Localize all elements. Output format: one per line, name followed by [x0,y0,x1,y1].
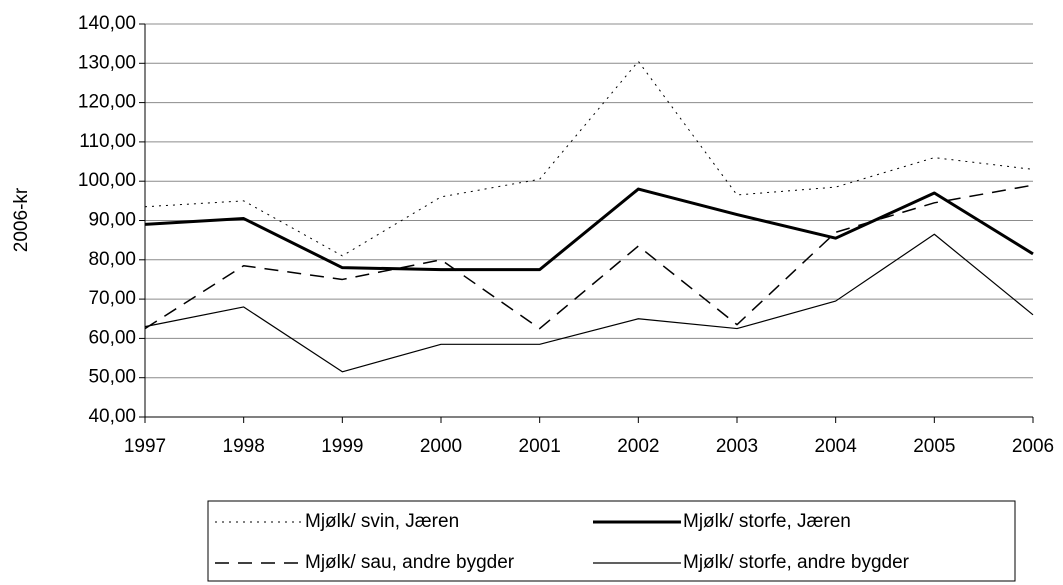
x-tick-label: 2004 [815,436,858,457]
legend-label: Mjølk/ storfe, Jæren [683,511,851,532]
y-tick-label: 90,00 [88,210,136,231]
x-tick-label: 1998 [223,436,265,457]
y-tick-label: 40,00 [88,406,136,427]
y-tick-label: 60,00 [88,327,136,348]
legend-label: Mjølk/ storfe, andre bygder [683,552,910,573]
series-line [144,60,1034,257]
series-line [144,187,1034,272]
x-tick-label: 2000 [420,436,462,457]
series-line [144,233,1034,373]
legend-label: Mjølk/ svin, Jæren [305,511,459,532]
x-tick-label: 2001 [519,436,561,457]
y-tick-label: 80,00 [88,249,136,270]
legend-label: Mjølk/ sau, andre bygder [305,552,515,573]
x-tick-label: 2002 [617,436,659,457]
x-tick-label: 1999 [321,436,363,457]
x-tick-label: 1997 [124,436,166,457]
y-tick-label: 70,00 [88,288,136,309]
legend-box [207,500,1016,582]
y-tick-label: 130,00 [78,52,136,73]
x-tick-label: 2006 [1012,436,1054,457]
y-tick-label: 120,00 [78,92,136,113]
series-line [144,184,1034,330]
x-tick-label: 2005 [913,436,955,457]
y-tick-label: 100,00 [78,170,136,191]
y-tick-label: 110,00 [79,131,136,152]
x-tick-label: 2003 [716,436,758,457]
y-tick-label: 140,00 [78,13,136,34]
y-axis-label: 2006-kr [11,187,32,252]
y-tick-label: 50,00 [88,367,136,388]
